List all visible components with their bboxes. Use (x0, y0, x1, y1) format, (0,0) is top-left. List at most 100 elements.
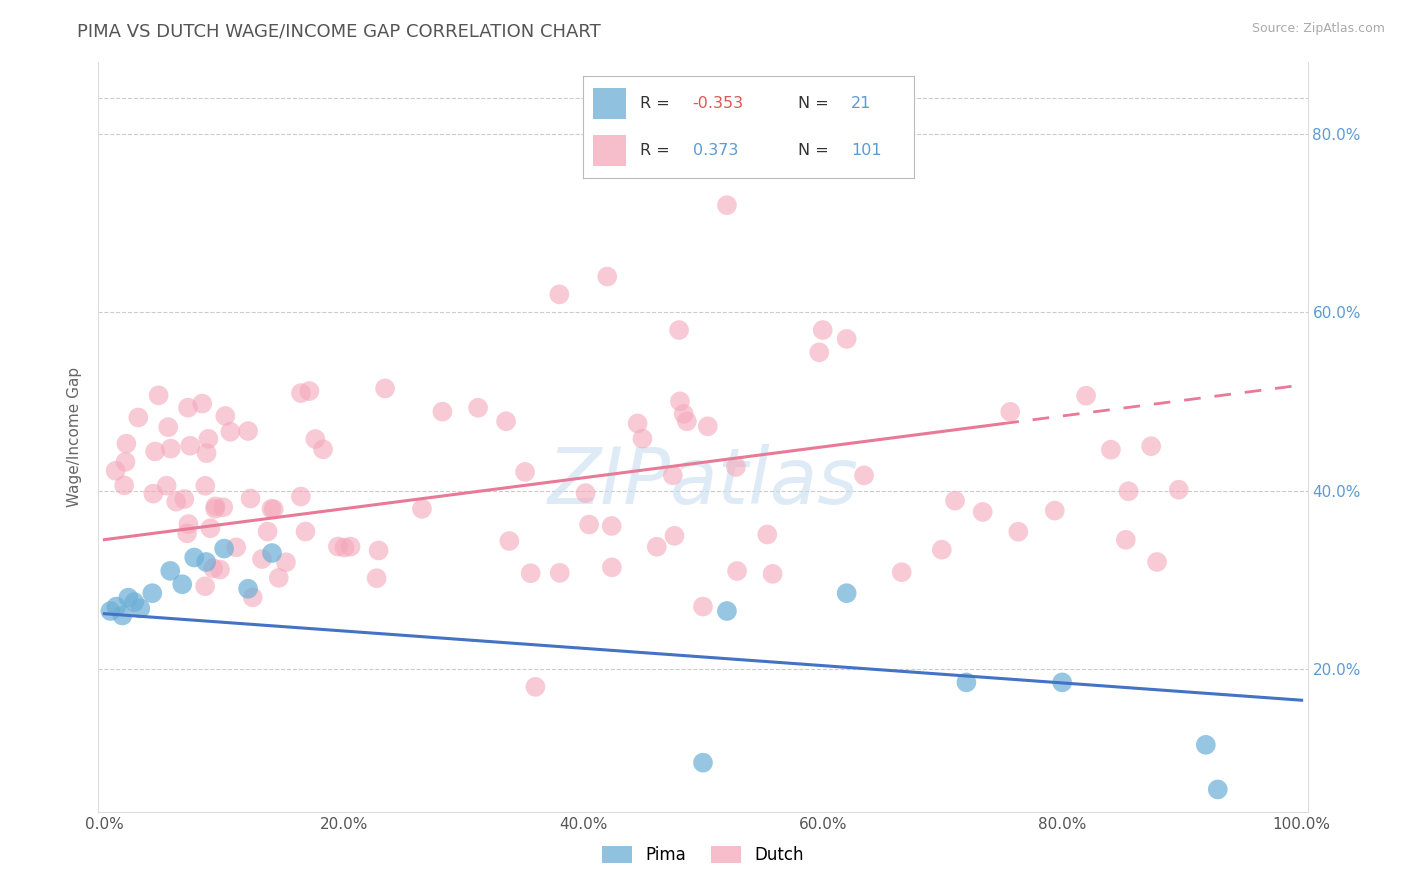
Point (725, 564, 748, 578)
Point (104, 464, 127, 478)
Point (676, 414, 699, 428)
Point (692, 599, 714, 614)
Point (117, 591, 139, 605)
Point (664, 529, 686, 543)
Point (200, 521, 222, 535)
Point (195, 446, 218, 460)
FancyBboxPatch shape (593, 88, 627, 119)
Point (100, 604, 122, 618)
Point (524, 680, 547, 694)
Point (294, 524, 316, 539)
Point (129, 601, 152, 615)
Point (972, 505, 994, 519)
Point (1099, 442, 1122, 457)
Text: 0.373: 0.373 (693, 144, 738, 158)
Point (668, 323, 690, 337)
Point (141, 586, 163, 600)
Point (1140, 439, 1163, 453)
Point (1118, 484, 1140, 499)
Point (1050, 675, 1073, 690)
Text: R =: R = (640, 144, 669, 158)
Point (631, 432, 654, 446)
Point (1206, 782, 1229, 797)
Point (179, 439, 201, 453)
Point (173, 491, 195, 506)
Point (115, 436, 138, 450)
FancyBboxPatch shape (593, 136, 627, 166)
Point (724, 460, 747, 475)
Point (202, 561, 225, 575)
Point (105, 599, 128, 614)
Point (263, 502, 285, 516)
Point (242, 591, 264, 605)
Point (225, 541, 247, 555)
Point (204, 501, 226, 516)
Point (548, 287, 571, 301)
Point (195, 555, 218, 569)
Point (943, 493, 966, 508)
Text: 101: 101 (851, 144, 882, 158)
Point (142, 486, 165, 500)
Point (411, 501, 433, 516)
Point (662, 468, 685, 483)
Point (159, 564, 181, 578)
Point (194, 579, 217, 593)
Point (853, 468, 876, 483)
Point (752, 109, 775, 123)
Point (111, 608, 134, 623)
Point (495, 414, 517, 428)
Point (333, 541, 356, 555)
Point (626, 417, 648, 431)
Text: Source: ZipAtlas.com: Source: ZipAtlas.com (1251, 22, 1385, 36)
Point (596, 269, 619, 284)
Point (367, 543, 389, 558)
Point (236, 582, 259, 596)
Point (600, 519, 623, 533)
Point (177, 401, 200, 415)
Point (692, 756, 714, 770)
Point (1195, 738, 1218, 752)
Point (339, 540, 361, 554)
Point (219, 425, 242, 439)
Text: PIMA VS DUTCH WAGE/INCOME GAP CORRELATION CHART: PIMA VS DUTCH WAGE/INCOME GAP CORRELATIO… (77, 22, 602, 40)
Point (204, 500, 226, 514)
Text: ZIPatlas: ZIPatlas (547, 444, 859, 520)
Point (298, 384, 321, 398)
Point (1043, 503, 1066, 517)
Point (124, 595, 146, 609)
Point (159, 442, 181, 456)
Point (811, 323, 834, 337)
Point (250, 552, 273, 566)
Point (176, 526, 198, 541)
Point (177, 517, 200, 532)
Point (312, 442, 335, 457)
Point (290, 386, 312, 401)
Point (197, 432, 219, 446)
Point (326, 540, 349, 554)
Point (513, 465, 536, 479)
Point (716, 604, 738, 618)
Text: -0.353: -0.353 (693, 96, 744, 111)
Point (672, 407, 695, 421)
Point (209, 563, 232, 577)
Point (260, 501, 283, 516)
Point (1007, 524, 1029, 539)
Point (890, 565, 912, 579)
Point (112, 478, 135, 492)
Point (955, 675, 977, 690)
Point (148, 388, 170, 402)
Point (374, 381, 396, 395)
Point (548, 566, 571, 580)
Point (1074, 389, 1097, 403)
Point (835, 586, 858, 600)
Point (212, 500, 235, 515)
Point (212, 541, 235, 556)
Point (519, 566, 541, 581)
Point (835, 332, 858, 346)
Point (575, 486, 598, 500)
Y-axis label: Wage/Income Gap: Wage/Income Gap (67, 367, 83, 508)
Point (156, 479, 179, 493)
Point (600, 560, 623, 574)
Point (756, 527, 779, 541)
Point (260, 546, 283, 560)
